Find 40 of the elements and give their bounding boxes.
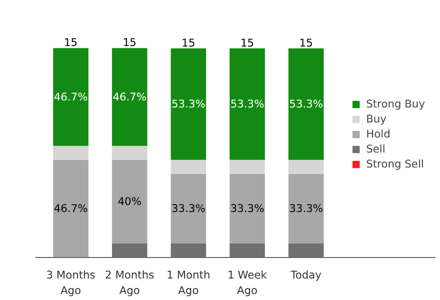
bar (230, 174, 265, 244)
data-label: 53.3% (289, 98, 324, 111)
data-label: 33.3% (172, 202, 206, 216)
bar (230, 160, 265, 174)
annotation: 15 (182, 36, 196, 50)
bar (53, 160, 88, 258)
x-tick-label: 2 Months Ago (105, 268, 155, 298)
bar (230, 48, 265, 160)
data-label: 33.3% (289, 202, 324, 216)
legend-label: Buy (366, 112, 386, 125)
bar (288, 174, 324, 244)
data-label: 46.7% (112, 90, 147, 104)
annotation: 15 (64, 36, 78, 50)
legend-label: Hold (366, 127, 390, 140)
bar (112, 48, 148, 146)
x-tick-label: 1 Month Ago (166, 268, 210, 298)
bar (288, 160, 324, 174)
bar (112, 146, 148, 160)
legend-label: Sell (366, 142, 386, 155)
bar (170, 174, 206, 244)
data-label: 33.3% (230, 202, 264, 216)
data-label: 53.3% (230, 98, 264, 111)
bar (170, 48, 206, 160)
annotation: 15 (240, 36, 254, 50)
data-label: 46.7% (54, 202, 88, 216)
x-tick-label: 3 Months Ago (46, 268, 96, 298)
data-label: 46.7% (54, 90, 88, 104)
x-tick-label: 1 Week Ago (228, 268, 268, 298)
bar (53, 146, 88, 160)
bar (53, 48, 88, 146)
data-label: 40% (118, 195, 142, 208)
data-label: 53.3% (172, 98, 206, 111)
bar (170, 160, 206, 174)
legend-label: Strong Buy (366, 97, 425, 110)
legend-label: Strong Sell (366, 157, 424, 170)
bar (288, 48, 324, 160)
x-tick-label: Today (290, 268, 322, 282)
annotation: 15 (299, 36, 313, 50)
bar (112, 160, 148, 244)
annotation: 15 (122, 36, 136, 50)
